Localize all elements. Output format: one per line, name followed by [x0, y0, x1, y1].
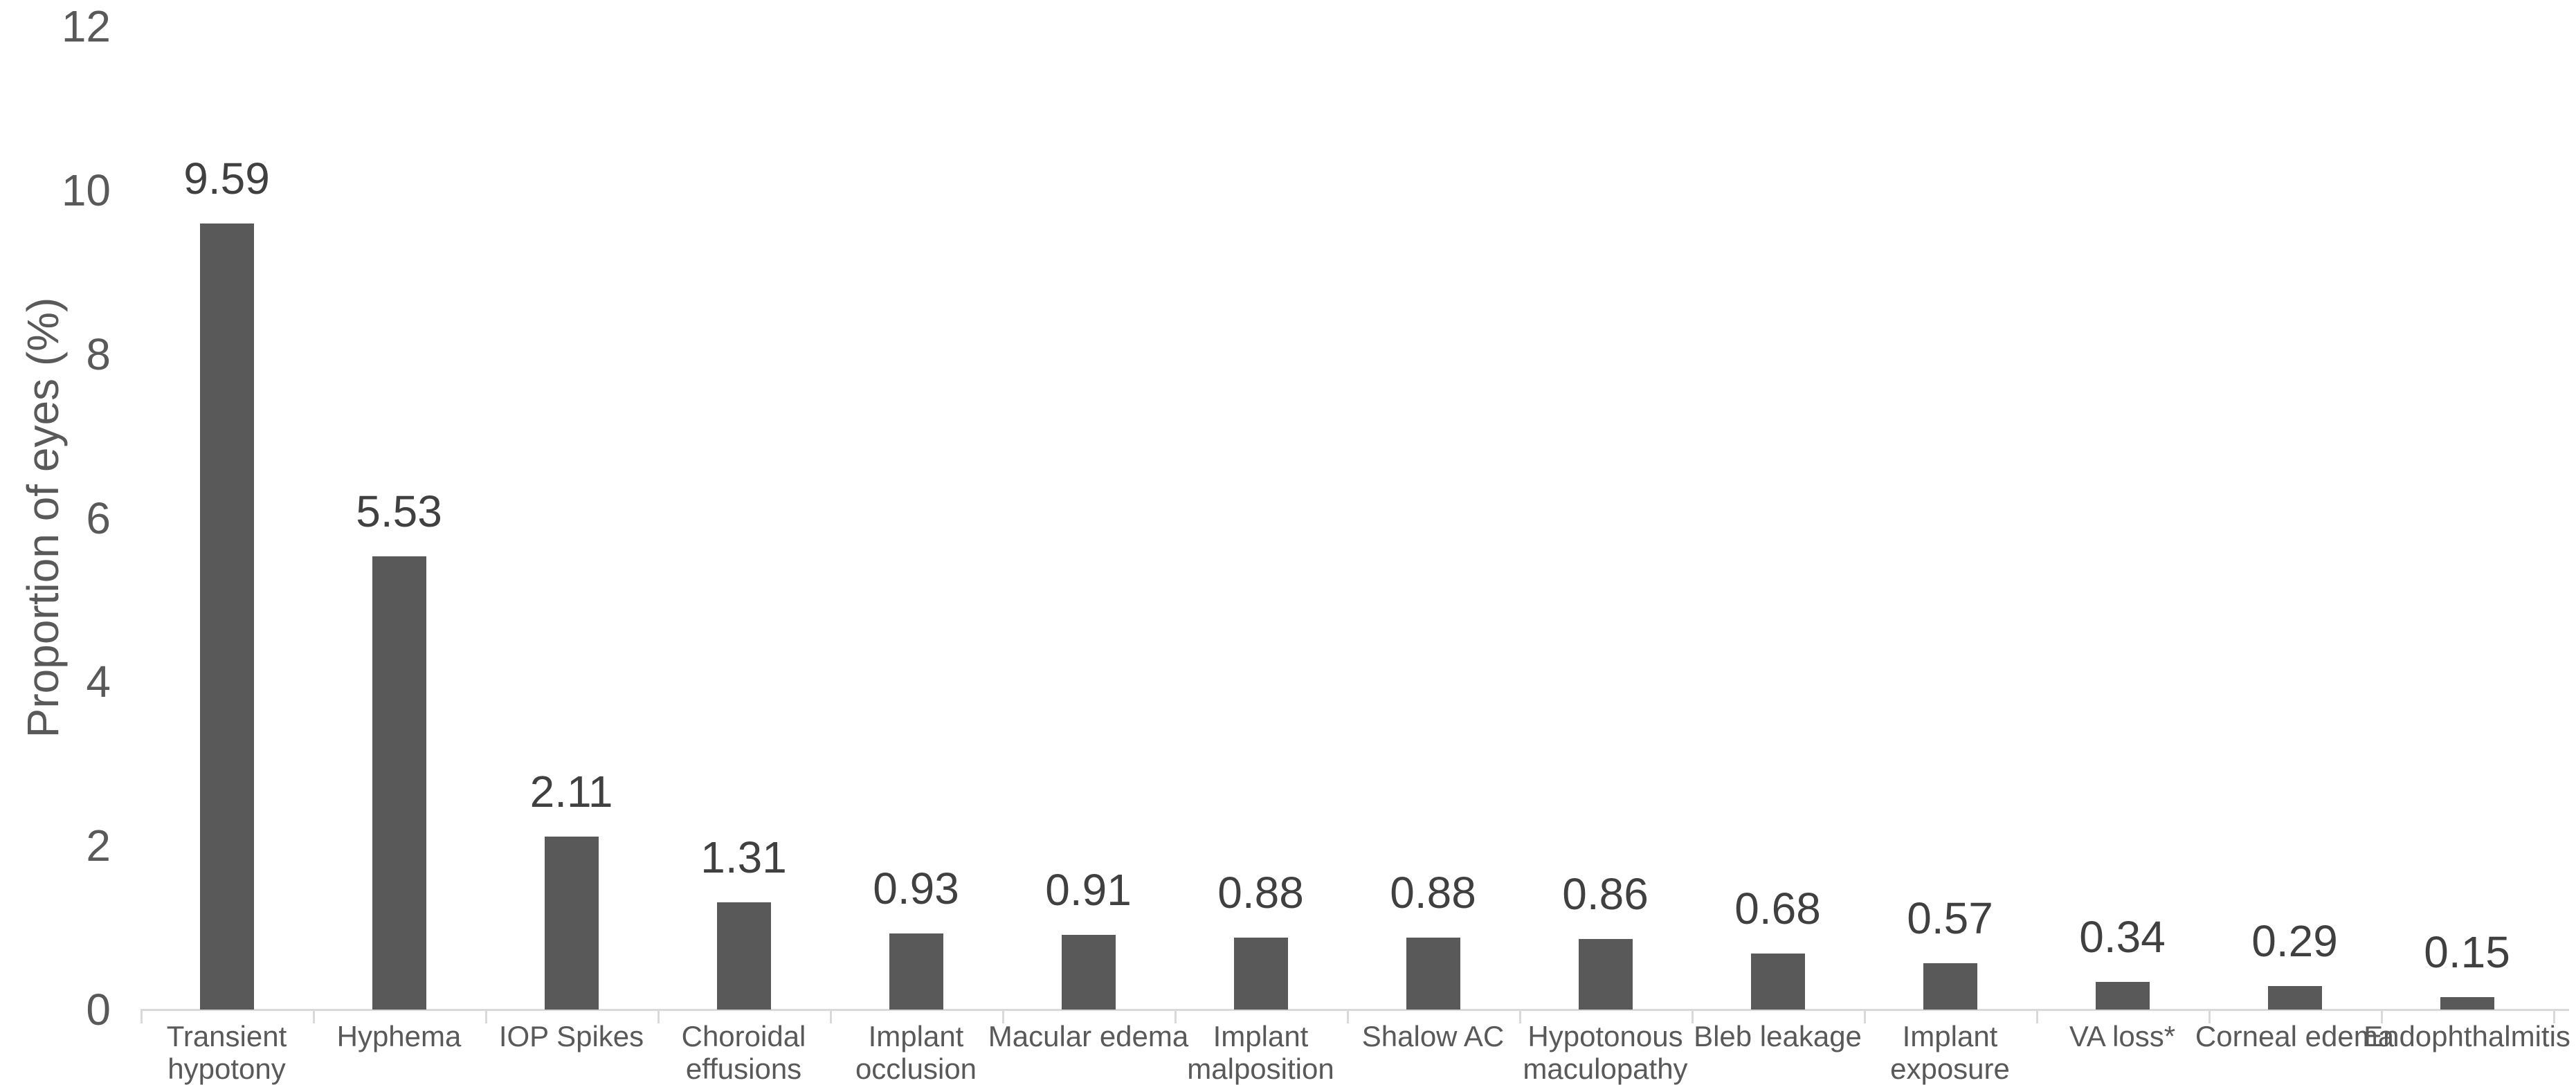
y-tick-label: 12: [0, 2, 111, 51]
bar: [889, 933, 943, 1010]
bar: [1579, 939, 1633, 1010]
y-tick-label: 6: [0, 494, 111, 542]
bar-value-label: 2.11: [468, 769, 675, 814]
bar: [1234, 938, 1288, 1010]
bar: [1923, 963, 1977, 1010]
bar: [2268, 986, 2322, 1010]
bar: [2440, 997, 2494, 1010]
y-tick-label: 2: [0, 821, 111, 870]
bar: [200, 224, 254, 1010]
bar: [1751, 954, 1805, 1010]
y-tick-label: 10: [0, 166, 111, 215]
bar: [717, 902, 771, 1010]
y-tick-label: 4: [0, 657, 111, 706]
bar: [372, 556, 426, 1010]
bar-value-label: 0.15: [2364, 930, 2571, 974]
y-tick-label: 0: [0, 985, 111, 1034]
x-axis-line: [140, 1009, 2569, 1011]
x-category-label: Endophthalmitis: [2353, 1020, 2576, 1052]
bar-value-label: 9.59: [123, 156, 331, 201]
bar: [1062, 935, 1116, 1010]
y-tick-label: 8: [0, 330, 111, 379]
bar: [1406, 938, 1460, 1010]
bar: [2096, 982, 2150, 1010]
bar: [545, 837, 599, 1010]
bar-value-label: 5.53: [296, 489, 503, 534]
